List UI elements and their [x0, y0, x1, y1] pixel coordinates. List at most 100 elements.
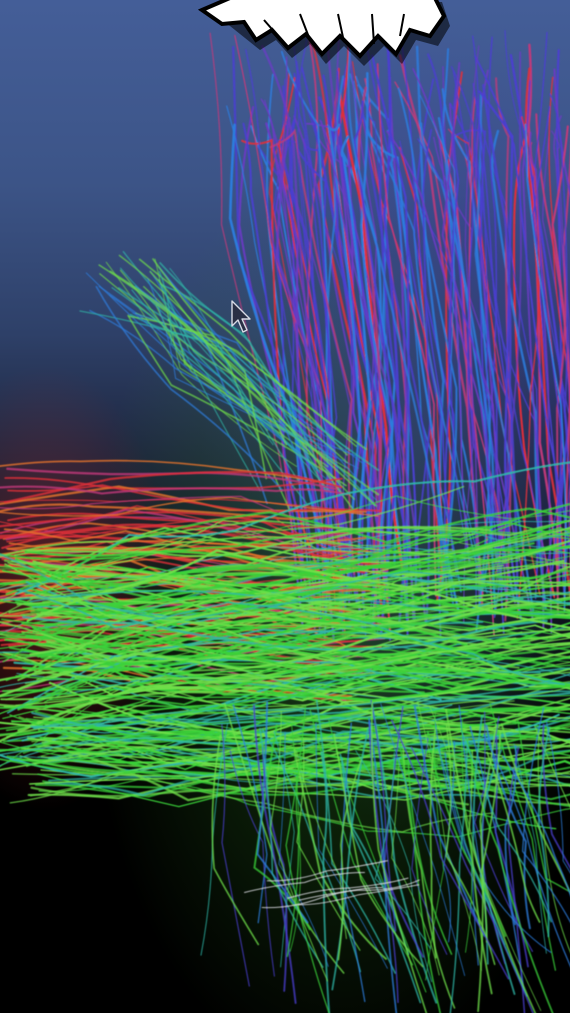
- fiber-strand: [109, 294, 336, 488]
- fiber-strand: [48, 681, 570, 744]
- fiber-strand: [30, 522, 570, 595]
- fiber-strand: [413, 78, 455, 601]
- fiber-strand: [399, 140, 498, 585]
- fiber-strand: [245, 48, 348, 566]
- fiber-strand: [261, 886, 383, 909]
- fiber-strand: [548, 76, 570, 531]
- fiber-strand: [477, 724, 498, 1013]
- fiber-strand: [29, 604, 492, 656]
- fiber-strand: [449, 737, 468, 1013]
- fiber-strand: [0, 591, 570, 667]
- fiber-strand: [376, 63, 437, 597]
- fiber-strand: [119, 267, 332, 493]
- fiber-strand: [276, 56, 334, 565]
- fiber-strand: [33, 632, 570, 680]
- fiber-strand: [521, 707, 570, 923]
- fiber-strand: [149, 270, 376, 507]
- fiber-strand: [460, 730, 552, 923]
- fiber-strand: [426, 730, 507, 937]
- fiber-strand: [34, 707, 570, 744]
- fiber-strand: [0, 503, 570, 561]
- fiber-strand: [6, 654, 442, 714]
- fiber-strand: [0, 668, 446, 709]
- fiber-strand: [545, 721, 570, 874]
- fiber-strand: [411, 128, 433, 576]
- fiber-strand: [0, 679, 570, 743]
- fiber-strand: [232, 704, 268, 924]
- fiber-strand: [331, 727, 370, 991]
- fiber-strand: [95, 285, 284, 492]
- fiber-strand: [502, 755, 570, 897]
- fiber-strand: [25, 608, 570, 653]
- fiber-strand: [18, 716, 570, 792]
- fiber-strand: [449, 102, 505, 634]
- fiber-strand: [147, 278, 359, 469]
- fiber-strand: [390, 719, 510, 980]
- fiber-strand: [368, 718, 398, 1013]
- fiber-strand: [278, 731, 329, 967]
- fiber-strand: [340, 135, 372, 583]
- fiber-strand: [340, 722, 366, 1003]
- fiber-strand: [3, 559, 570, 659]
- fiber-strand: [3, 470, 343, 504]
- fiber-strand: [33, 666, 570, 720]
- fiber-strand: [551, 130, 570, 564]
- fiber-strand: [98, 264, 353, 509]
- fiber-strand: [0, 554, 349, 575]
- fiber-strand: [234, 34, 324, 624]
- fiber-strand: [417, 138, 472, 567]
- fiber-strand: [155, 304, 329, 468]
- fiber-strand: [529, 131, 553, 634]
- fiber-strand: [131, 289, 261, 492]
- fiber-strand: [285, 705, 330, 1013]
- fiber-strand: [374, 752, 432, 950]
- fiber-strand: [0, 459, 332, 485]
- fiber-strand: [24, 588, 423, 624]
- fiber-strand: [507, 746, 526, 1013]
- fiber-strand: [468, 95, 495, 636]
- fiber-strand: [319, 119, 392, 586]
- fiber-strand: [287, 877, 409, 899]
- fiber-strand: [0, 503, 358, 521]
- fiber-strand: [79, 310, 351, 451]
- fiber-strand: [242, 122, 305, 577]
- fiber-strand: [223, 702, 345, 974]
- fiber-strand: [0, 704, 453, 756]
- fiber-strand: [370, 701, 428, 1013]
- fiber-strand: [157, 278, 317, 451]
- fiber-strand: [30, 709, 570, 797]
- fiber-strand: [419, 122, 495, 589]
- fiber-strand: [109, 270, 288, 446]
- fiber-strand: [0, 553, 449, 623]
- fiber-strand: [551, 125, 570, 595]
- fiber-strand: [295, 750, 347, 940]
- fiber-strand: [428, 704, 542, 1012]
- fiber-strand: [417, 701, 482, 971]
- fiber-strand: [450, 66, 547, 566]
- fiber-strand: [396, 729, 442, 1013]
- fiber-strand: [119, 269, 269, 431]
- fiber-strand: [0, 523, 389, 571]
- fiber-strand: [486, 751, 541, 923]
- fiber-strand: [532, 106, 566, 605]
- fiber-strand: [340, 757, 410, 955]
- fiber-strand: [266, 860, 388, 882]
- fiber-strand: [0, 495, 570, 588]
- fiber-strand: [553, 115, 570, 379]
- fiber-strand: [221, 724, 250, 987]
- fiber-strand: [467, 96, 479, 613]
- fiber-strand: [461, 717, 473, 953]
- fiber-strand: [29, 579, 525, 605]
- fiber-strand: [452, 132, 541, 596]
- fiber-strand: [291, 31, 333, 590]
- fiber-strand: [5, 699, 570, 757]
- fiber-strand: [483, 733, 570, 968]
- fiber-strand: [259, 727, 324, 968]
- fiber-strand: [21, 666, 517, 702]
- fiber-strand: [14, 461, 570, 595]
- fiber-strand: [253, 724, 311, 931]
- fiber-strand: [0, 530, 570, 574]
- fiber-strand: [275, 139, 352, 594]
- fiber-strand: [261, 746, 288, 992]
